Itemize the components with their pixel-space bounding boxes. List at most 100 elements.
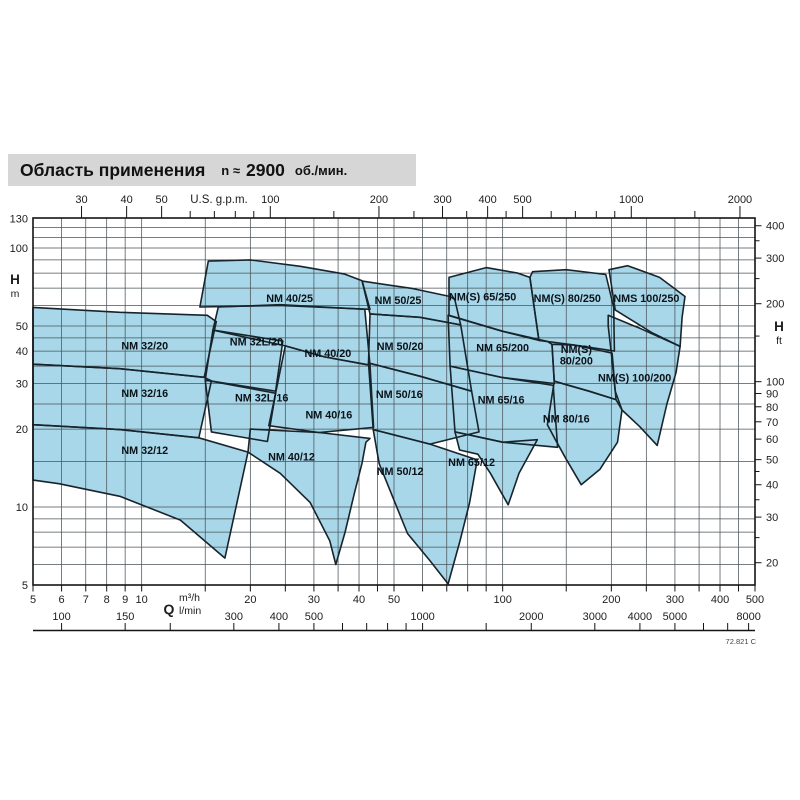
- q-axis-unit-m3h: m³/h: [179, 592, 200, 604]
- lmin-tick-label: 100: [52, 611, 70, 623]
- left-axis-unit: m: [11, 288, 20, 300]
- region-label-nm-50-12: NM 50/12: [377, 466, 424, 478]
- left-tick-label: 40: [16, 346, 28, 358]
- top-tick-label: 100: [261, 194, 279, 206]
- chart-title-bar: Область применения n ≈ 2900 об./мин.: [8, 154, 416, 186]
- right-tick-label: 20: [766, 558, 778, 570]
- bottom-tick-label: 7: [83, 594, 89, 606]
- region-label-nm-40-16: NM 40/16: [305, 409, 352, 421]
- top-tick-label: 300: [433, 194, 451, 206]
- right-tick-label: 90: [766, 389, 778, 401]
- region-label-nm-32-16: NM 32/16: [121, 388, 168, 400]
- region-label-nm-65-200: NM 65/200: [476, 343, 529, 355]
- region-label-nm-40-25: NM 40/25: [266, 293, 313, 305]
- lmin-tick-label: 150: [116, 611, 134, 623]
- region-outline-nm-65-12: [454, 431, 539, 506]
- left-tick-label: 30: [16, 378, 28, 390]
- lmin-tick-label: 4000: [628, 611, 652, 623]
- right-tick-label: 100: [766, 377, 784, 389]
- region-fill-nm-s-80-250: [529, 269, 615, 352]
- right-tick-label: 30: [766, 512, 778, 524]
- rpm-label: n ≈: [221, 162, 240, 178]
- rpm-unit: об./мин.: [294, 162, 348, 178]
- region-label-nm-65-16: NM 65/16: [478, 395, 525, 407]
- right-tick-label: 300: [766, 253, 784, 265]
- region-labels: NM 32/20 NM 32/16 NM 32/12 NM 32L/20 NM 32L/…: [121, 291, 679, 477]
- bottom-axis-q-m3h: 5 6 7 8 9 10 20 30 40 50 100 200 300 400 500 Qm³/hl/min: [30, 585, 764, 617]
- right-tick-label: 80: [766, 402, 778, 414]
- region-outline-nm-s-80-250: [529, 268, 616, 352]
- region-outline-nm-40-12: [247, 428, 371, 566]
- region-outline-nm-80-16: [546, 380, 623, 486]
- region-fill-nm-40-20: [212, 304, 370, 366]
- lmin-tick-label: 3000: [583, 611, 607, 623]
- region-fill-nm-s-80-200: [552, 344, 616, 400]
- region-outline-nm-32l-16: [204, 379, 277, 443]
- right-tick-label: 200: [766, 299, 784, 311]
- region-label-nm-40-12: NM 40/12: [268, 451, 315, 463]
- bottom-tick-label: 400: [711, 594, 729, 606]
- region-outline-nm-s-100-200: [607, 314, 681, 447]
- top-tick-label: 200: [370, 194, 388, 206]
- bottom-tick-label: 40: [353, 594, 365, 606]
- right-tick-label: 60: [766, 434, 778, 446]
- left-tick-label: 50: [16, 321, 28, 333]
- top-tick-label: 500: [513, 194, 531, 206]
- bottom-tick-label: 9: [122, 594, 128, 606]
- region-fill-nm-32-12: [33, 424, 248, 559]
- region-fill-nm-40-16: [268, 345, 374, 433]
- region-fill-nm-50-25: [362, 281, 461, 325]
- region-label-nms-100-250: NMS 100/250: [613, 293, 679, 305]
- left-tick-label: 20: [16, 424, 28, 436]
- region-outlines: [32, 259, 686, 585]
- top-tick-label: 1000: [619, 194, 643, 206]
- region-outline-nm-32-12: [32, 423, 249, 559]
- top-axis-us-gpm: 30 40 50 100 200 300 400 500 1000 2000 U.S. g.p.m.: [75, 194, 752, 218]
- top-tick-label: 400: [478, 194, 496, 206]
- region-fill-nm-32-20: [33, 307, 217, 378]
- lmin-tick-label: 400: [270, 611, 288, 623]
- region-label-nm-32-12: NM 32/12: [121, 445, 168, 457]
- region-fill-nm-s-65-250: [449, 267, 539, 341]
- region-label-nm-s-100-200: NM(S) 100/200: [598, 372, 671, 384]
- region-label-nm-s-80-200: NM(S) 80/200: [560, 344, 593, 368]
- page-title: Область применения: [20, 159, 206, 180]
- region-label-nm-s-80-250: NM(S) 80/250: [534, 293, 601, 305]
- region-fill-nm-65-12: [455, 431, 538, 505]
- bottom-tick-label: 500: [746, 594, 764, 606]
- region-fill-nm-32l-20: [205, 330, 283, 392]
- bottom-tick-label: 300: [666, 594, 684, 606]
- q-axis-unit-lmin: l/min: [179, 605, 201, 617]
- region-label-nm-50-16: NM 50/16: [376, 389, 423, 401]
- pump-selection-chart: 30 40 50 100 200 300 400 500 1000 2000 U.S. g.p.m.…: [10, 194, 785, 646]
- bottom-tick-label: 30: [308, 594, 320, 606]
- bottom-tick-label: 6: [59, 594, 65, 606]
- left-tick-label: 5: [22, 580, 28, 592]
- gridlines: [33, 218, 755, 585]
- region-fill-nm-32-16: [33, 364, 212, 438]
- top-tick-label: 40: [121, 194, 133, 206]
- region-outline-nms-100-250: [608, 264, 686, 348]
- right-tick-label: 50: [766, 455, 778, 467]
- bottom-tick-label: 5: [30, 594, 36, 606]
- bottom-tick-label: 100: [493, 594, 511, 606]
- right-tick-label: 400: [766, 221, 784, 233]
- right-axis-title: H: [774, 319, 784, 334]
- lmin-tick-label: 8000: [736, 611, 760, 623]
- axes: 30 40 50 100 200 300 400 500 1000 2000 U.S. g.p.m.…: [10, 194, 785, 646]
- region-label-nm-s-65-250: NM(S) 65/250: [449, 291, 516, 303]
- right-tick-label: 40: [766, 480, 778, 492]
- region-label-nm-65-12: NM 65/12: [448, 457, 495, 469]
- bottom-axis-q-lmin: 100 150 300 400 500 1000 2000 3000 4000 5000 8000: [33, 611, 761, 632]
- region-outline-nm-40-16: [268, 345, 375, 434]
- left-tick-label: 130: [10, 214, 28, 226]
- left-tick-label: 10: [16, 502, 28, 514]
- drawing-number: 72.821 C: [726, 637, 757, 646]
- rpm-value: 2900: [245, 159, 285, 180]
- top-axis-title: U.S. g.p.m.: [190, 194, 248, 206]
- region-label-nm-32-20: NM 32/20: [121, 341, 168, 353]
- bottom-tick-label: 50: [388, 594, 400, 606]
- region-fill-nm-32l-16: [205, 380, 276, 442]
